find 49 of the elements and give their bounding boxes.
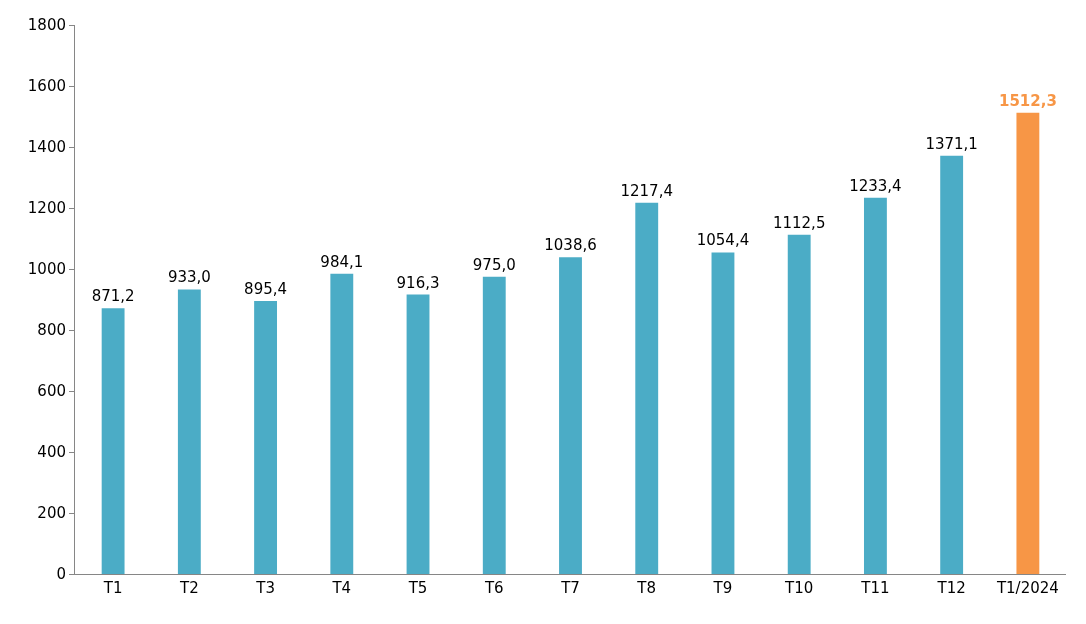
bar (101, 308, 125, 574)
y-tick-label: 1800 (27, 16, 66, 35)
x-tick-label: T12 (936, 579, 966, 597)
data-label: 1371,1 (925, 134, 978, 153)
x-tick-label: T3 (255, 579, 275, 597)
data-label: 1512,3 (998, 91, 1057, 110)
y-tick-label: 800 (37, 321, 66, 340)
x-tick-label: T10 (784, 579, 814, 597)
x-tick-label: T8 (636, 579, 657, 597)
y-tick-label: 1400 (27, 138, 66, 157)
bar (330, 273, 354, 574)
x-tick-label: T6 (483, 579, 504, 597)
bar (254, 300, 278, 574)
y-tick-label: 0 (56, 565, 66, 584)
y-tick-label: 400 (37, 443, 66, 462)
bar (863, 197, 887, 574)
bar (635, 202, 659, 574)
y-tick-label: 200 (37, 504, 66, 523)
x-tick-label: T7 (560, 579, 580, 597)
data-label: 1112,5 (772, 213, 826, 232)
bar (940, 155, 964, 574)
x-tick-label: T5 (407, 579, 428, 597)
x-tick-label: T11 (860, 579, 890, 597)
bar (406, 294, 430, 574)
bar (559, 257, 582, 574)
x-tick-label: T9 (712, 579, 733, 597)
data-label: 1054,4 (696, 231, 750, 250)
x-tick-label: T1 (102, 579, 123, 597)
data-label: 1233,4 (849, 176, 902, 195)
x-tick-label: T4 (331, 579, 352, 597)
bar (787, 234, 811, 574)
y-tick-label: 600 (37, 382, 66, 401)
y-tick-label: 1000 (27, 260, 66, 279)
data-label: 871,2 (91, 287, 135, 306)
data-label: 1038,6 (544, 236, 597, 255)
bar (711, 252, 735, 574)
bar (177, 289, 201, 574)
data-label: 984,1 (320, 252, 364, 271)
bar (482, 276, 506, 574)
data-label: 895,4 (244, 279, 288, 298)
x-tick-label: T1/2024 (995, 579, 1059, 597)
data-label: 916,3 (396, 273, 440, 292)
data-label: 975,0 (472, 255, 516, 274)
bar (1016, 112, 1040, 574)
y-tick-label: 1600 (27, 77, 66, 96)
y-tick-label: 1200 (27, 199, 66, 218)
data-label: 1217,4 (620, 181, 673, 200)
data-label: 933,0 (167, 268, 211, 287)
x-tick-label: T2 (178, 579, 199, 597)
